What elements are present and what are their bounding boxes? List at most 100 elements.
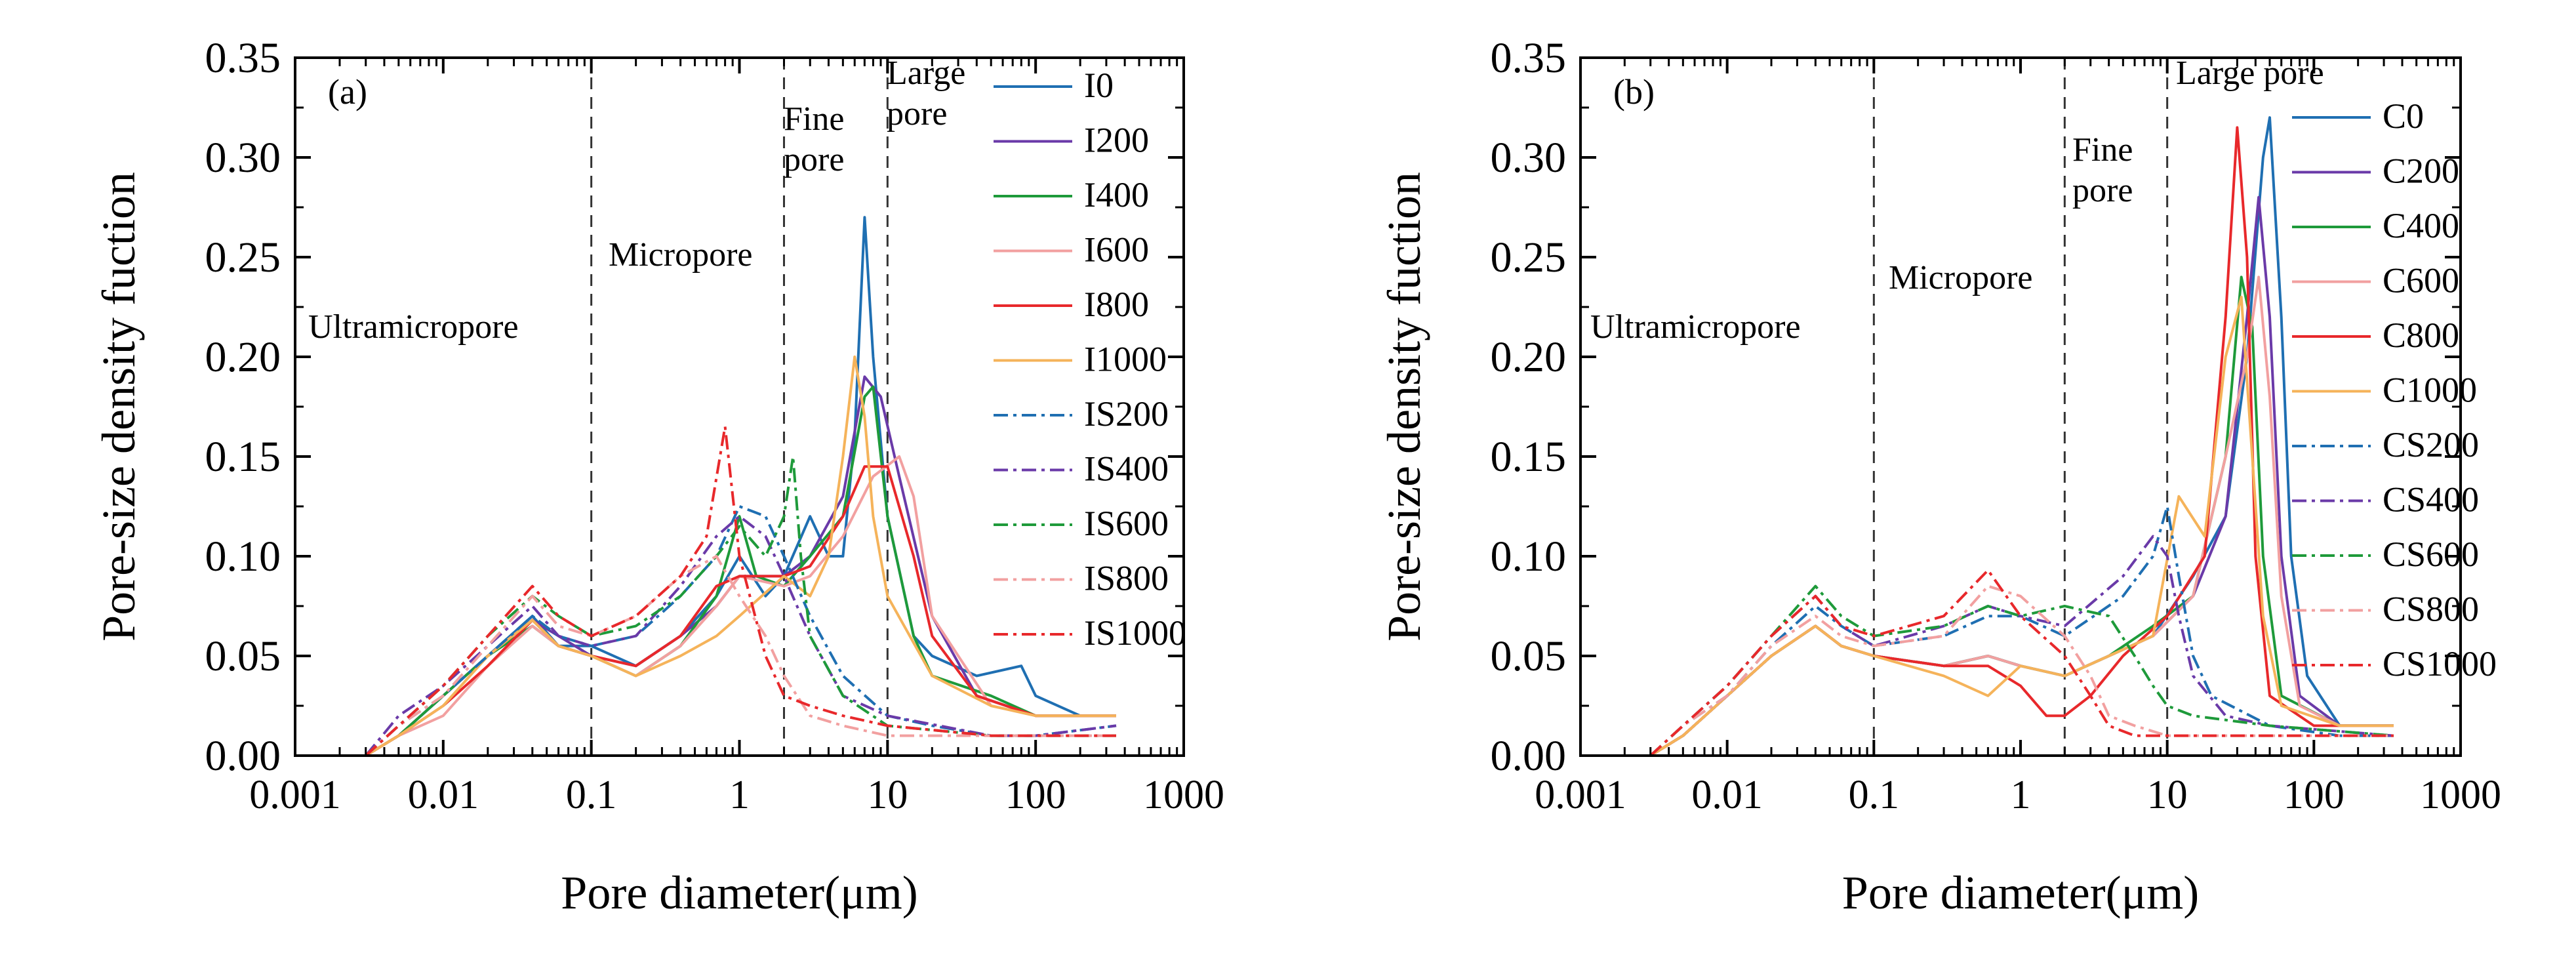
legend-label: C200 [2383,152,2459,191]
x-tick-label: 10 [2147,773,2188,817]
x-tick-label: 1000 [2420,773,2501,817]
plot-frame [1579,56,2462,757]
legend-label: IS400 [1084,449,1169,489]
region-label-line: Micropore [609,236,752,274]
region-label: Fine pore [2072,131,2133,209]
y-tick-label: 0.00 [1491,732,1567,780]
x-tick-label: 0.01 [1691,773,1763,817]
y-tick-label: 0.15 [205,433,281,481]
region-label-line: Large pore [2176,54,2324,92]
legend: I0 I200 I400 I600 I800 I1000 IS200 IS400 IS600 IS… [994,66,1186,653]
y-tick-label: 0.30 [1491,134,1567,182]
x-tick-label: 1000 [1143,773,1224,817]
legend-label: IS1000 [1084,613,1186,653]
y-tick-label: 0.05 [205,632,281,680]
series-line-cs800 [1649,584,2394,757]
region-label: Large pore [2176,54,2324,92]
y-tick-label: 0.20 [205,333,281,381]
x-tick-label: 0.001 [1535,773,1626,817]
region-label-line: Ultramicropore [308,308,519,346]
legend-label: IS800 [1084,559,1169,598]
x-tick-label: 1 [729,773,750,817]
series-line-cs600 [1649,584,2394,757]
panel-label: (b) [1613,72,1655,112]
chart-panel-b: 0.001 0.01 0.1 1 10 100 1000 0.00 0.05 0.10 0.15 0.… [1378,34,2501,919]
x-tick-label: 0.01 [408,773,479,817]
y-tick-label: 0.35 [205,34,281,82]
legend-label: C600 [2383,261,2459,300]
region-label-line: pore [784,141,844,178]
series-line-is200 [365,505,1117,757]
region-label-line: Fine [784,100,844,138]
x-axis-title: Pore diameter(μm) [1842,866,2199,919]
region-label: Micropore [609,236,752,274]
series-line-i800 [365,465,1116,757]
series-line-c0 [1649,116,2394,757]
region-label: Large pore [887,54,965,132]
series-line-i400 [365,385,1116,757]
y-tick-label: 0.25 [205,234,281,281]
series-line-is400 [365,515,1117,757]
series-line-cs200 [1649,505,2394,757]
legend-label: C800 [2383,316,2459,355]
legend-label: C0 [2383,96,2424,136]
x-tick-label: 100 [2284,773,2345,817]
y-tick-label: 0.30 [205,134,281,182]
legend-label: I1000 [1084,340,1167,379]
region-label-line: Fine [2072,131,2133,169]
region-label-line: Micropore [1889,259,2032,296]
y-tick-label: 0.00 [205,732,281,780]
series-line-cs1000 [1649,569,2394,757]
legend-label: IS200 [1084,394,1169,434]
legend-label: I200 [1084,121,1149,160]
y-tick-label: 0.25 [1491,234,1567,281]
region-label: Micropore [1889,259,2032,296]
series-line-is1000 [365,425,1116,757]
region-label: Fine pore [784,100,844,178]
x-tick-label: 1 [2011,773,2031,817]
y-tick-label: 0.10 [1491,533,1567,580]
x-tick-label: 10 [867,773,908,817]
region-label: Ultramicropore [308,308,519,346]
y-tick-label: 0.20 [1491,333,1567,381]
y-tick-label: 0.35 [1491,34,1567,82]
x-tick-label: 100 [1005,773,1066,817]
x-tick-label: 0.1 [1849,773,1900,817]
y-tick-label: 0.15 [1491,433,1567,481]
legend-label: C400 [2383,206,2459,245]
series-line-i1000 [365,356,1116,757]
x-tick-label: 0.001 [249,773,341,817]
legend-label: I0 [1084,66,1114,105]
region-label-line: pore [2072,172,2133,209]
legend-label: CS800 [2383,590,2479,629]
plot-frame [294,56,1185,757]
series-line-c1000 [1649,295,2394,757]
x-tick-label: 0.1 [566,773,617,817]
chart-panel-a: 0.001 0.01 0.1 1 10 100 1000 0.00 0.05 0.10 0.15 0.… [92,34,1224,919]
y-axis-title: Pore-size density fuction [1378,172,1430,641]
region-label-line: Large [887,54,965,92]
series-line-c800 [1649,126,2394,757]
legend-label: C1000 [2383,371,2477,410]
y-tick-label: 0.10 [205,533,281,580]
legend: C0 C200 C400 C600 C800 C1000 CS200 CS400 CS600 CS… [2292,96,2497,683]
series-line-i200 [365,375,1116,757]
panel-label: (a) [328,72,367,112]
legend-label: I400 [1084,175,1149,214]
series-line-is600 [365,455,1116,757]
series-line-is800 [365,555,1116,757]
legend-label: CS200 [2383,425,2479,464]
series-line-i600 [365,455,1116,757]
y-axis-title: Pore-size density fuction [92,172,145,641]
region-label-line: Ultramicropore [1590,308,1801,346]
legend-label: I600 [1084,230,1149,270]
y-tick-label: 0.05 [1491,632,1567,680]
legend-label: I800 [1084,285,1149,324]
legend-label: CS600 [2383,535,2479,574]
x-axis-title: Pore diameter(μm) [561,866,917,919]
legend-label: CS400 [2383,480,2479,519]
region-label-line: pore [887,95,947,132]
legend-label: CS1000 [2383,644,2497,683]
legend-label: IS600 [1084,504,1169,543]
